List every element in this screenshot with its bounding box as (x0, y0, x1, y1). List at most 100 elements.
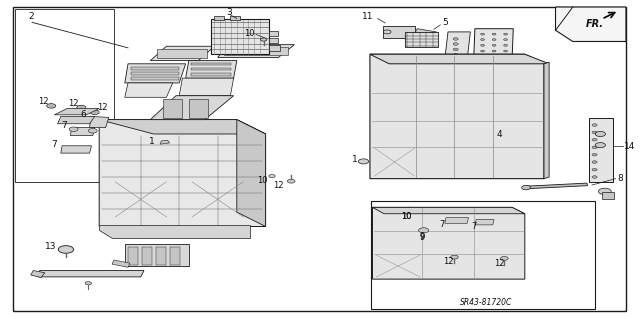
Polygon shape (186, 61, 237, 78)
Text: SR43-81720C: SR43-81720C (460, 298, 513, 307)
Text: 11: 11 (362, 12, 374, 21)
Bar (230, 16, 240, 20)
Polygon shape (54, 108, 99, 115)
Circle shape (504, 56, 508, 58)
Polygon shape (524, 183, 588, 189)
Polygon shape (372, 207, 525, 214)
Polygon shape (237, 120, 266, 226)
Polygon shape (38, 271, 144, 277)
Bar (191, 63, 231, 65)
Polygon shape (125, 83, 173, 97)
Polygon shape (125, 64, 186, 83)
Text: 8: 8 (618, 174, 623, 182)
Text: 10: 10 (401, 212, 412, 221)
Circle shape (595, 143, 605, 148)
Circle shape (492, 33, 496, 35)
Polygon shape (112, 260, 130, 267)
Text: 4: 4 (497, 130, 502, 139)
Circle shape (453, 48, 458, 51)
Circle shape (260, 38, 267, 41)
Circle shape (504, 39, 508, 41)
Text: 1: 1 (353, 155, 358, 164)
Text: 6: 6 (81, 110, 86, 119)
Circle shape (358, 159, 369, 164)
Text: 7: 7 (61, 121, 67, 130)
Bar (211, 19, 269, 54)
Polygon shape (474, 29, 513, 61)
Bar (269, 45, 280, 51)
Bar (191, 68, 231, 70)
Polygon shape (99, 225, 250, 238)
Polygon shape (90, 116, 109, 128)
Text: 7: 7 (52, 140, 57, 149)
Text: 2: 2 (28, 12, 33, 21)
Circle shape (481, 50, 484, 52)
Circle shape (592, 176, 597, 178)
Bar (131, 67, 179, 70)
Text: 12: 12 (68, 99, 79, 108)
Bar (163, 99, 182, 118)
Text: 12: 12 (38, 97, 49, 106)
Circle shape (592, 153, 597, 156)
Circle shape (453, 43, 458, 45)
Bar (128, 247, 138, 265)
Circle shape (419, 228, 429, 233)
Circle shape (481, 33, 484, 35)
Bar (15, 9, 114, 182)
Circle shape (406, 210, 413, 214)
Text: 10: 10 (257, 176, 268, 185)
Circle shape (287, 179, 295, 183)
Polygon shape (415, 29, 436, 37)
Circle shape (85, 282, 92, 285)
Text: 12: 12 (494, 259, 504, 268)
Text: 13: 13 (45, 242, 57, 251)
Bar (371, 201, 595, 309)
Circle shape (492, 39, 496, 41)
Bar (157, 49, 207, 58)
Circle shape (77, 105, 86, 110)
Circle shape (269, 174, 275, 178)
Polygon shape (445, 218, 468, 223)
Circle shape (598, 188, 611, 195)
Text: 14: 14 (624, 142, 636, 151)
Polygon shape (383, 26, 415, 38)
Circle shape (504, 50, 508, 52)
Polygon shape (58, 116, 95, 124)
Circle shape (592, 131, 597, 134)
Circle shape (592, 161, 597, 163)
Bar (156, 247, 166, 265)
Bar (224, 47, 288, 55)
Text: 7: 7 (471, 222, 476, 231)
Circle shape (453, 54, 458, 56)
Bar (189, 99, 208, 118)
Bar (131, 77, 179, 80)
Polygon shape (370, 54, 544, 179)
Bar (269, 31, 278, 36)
Polygon shape (31, 271, 45, 278)
Text: 10: 10 (244, 29, 255, 38)
Text: 12: 12 (443, 257, 453, 266)
Bar (131, 72, 179, 75)
Circle shape (500, 256, 508, 260)
Polygon shape (61, 146, 92, 153)
Polygon shape (150, 96, 234, 120)
Bar (191, 73, 231, 76)
Circle shape (504, 33, 508, 35)
Polygon shape (602, 192, 614, 199)
Polygon shape (475, 219, 494, 225)
Text: 3: 3 (227, 8, 232, 17)
Circle shape (481, 39, 484, 41)
Text: 5: 5 (442, 19, 447, 27)
Polygon shape (160, 140, 170, 144)
Text: 9: 9 (420, 233, 425, 242)
Text: 12: 12 (97, 103, 108, 112)
Bar (269, 38, 278, 43)
Polygon shape (99, 120, 266, 134)
Bar (214, 16, 224, 20)
Circle shape (492, 56, 496, 58)
Circle shape (592, 124, 597, 126)
Polygon shape (370, 54, 549, 64)
Circle shape (492, 50, 496, 52)
Text: 12: 12 (273, 181, 284, 190)
Circle shape (69, 127, 78, 131)
